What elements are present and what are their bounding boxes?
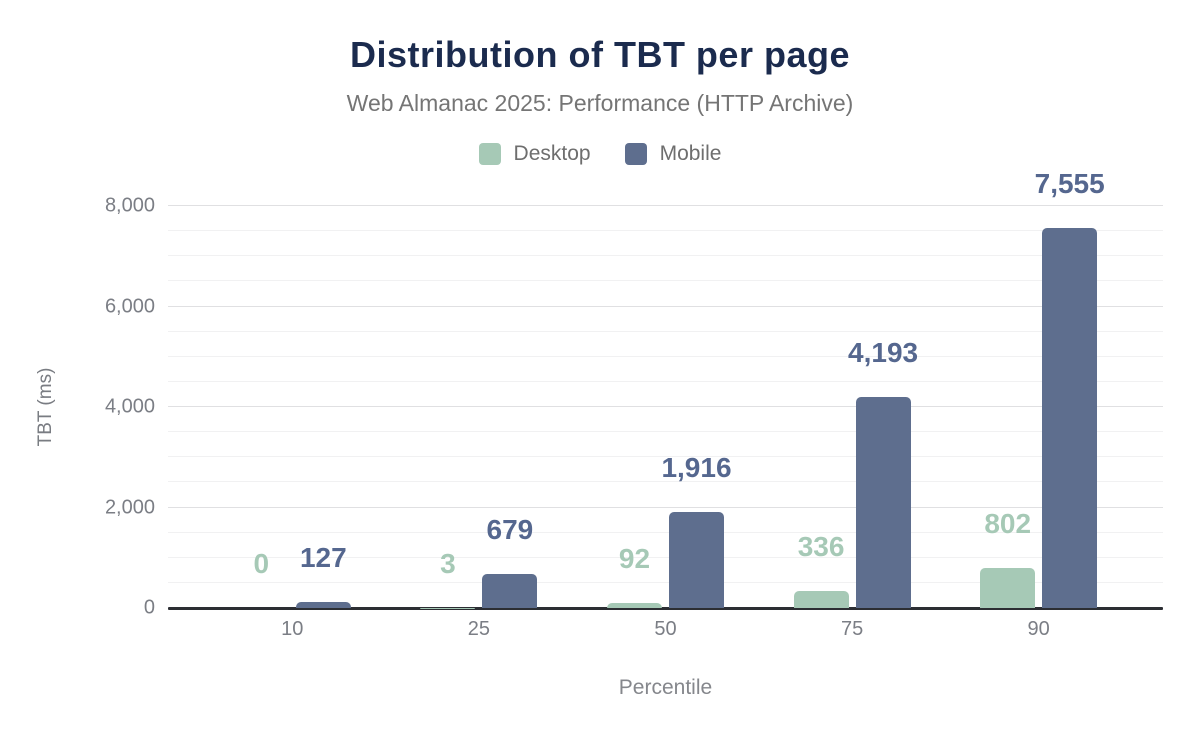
y-tick-label: 8,000 bbox=[104, 194, 155, 217]
bar-group-p50: 92 1,916 bbox=[572, 206, 759, 608]
bar-group-p25: 3 679 bbox=[386, 206, 573, 608]
y-tick-label: 6,000 bbox=[104, 295, 155, 317]
minor-gridline bbox=[168, 230, 1163, 232]
mobile-bar-p50[interactable]: 1,916 bbox=[661, 453, 732, 608]
chart-subtitle: Web Almanac 2025: Performance (HTTP Arch… bbox=[346, 90, 854, 116]
major-gridline bbox=[168, 205, 1163, 206]
x-tick-label: 75 bbox=[840, 618, 864, 640]
mobile-value-label: 4,193 bbox=[848, 337, 919, 369]
mobile-value-label: 679 bbox=[486, 513, 534, 545]
minor-gridline bbox=[168, 581, 1163, 583]
mobile-value-label: 127 bbox=[299, 541, 347, 573]
minor-gridline bbox=[168, 556, 1163, 558]
bar-group-p10: 0 127 bbox=[199, 206, 386, 608]
desktop-value-label: 92 bbox=[618, 543, 651, 575]
minor-gridline bbox=[168, 431, 1163, 433]
mobile-value-label: 7,555 bbox=[1034, 168, 1105, 200]
minor-gridline bbox=[168, 380, 1163, 382]
mobile-bar-p25[interactable]: 679 bbox=[482, 515, 538, 608]
mobile-value-label: 1,916 bbox=[661, 451, 732, 483]
x-tick-label: 25 bbox=[467, 618, 491, 640]
minor-gridline bbox=[168, 280, 1163, 282]
legend: Desktop Mobile bbox=[0, 142, 1200, 166]
desktop-value-label: 0 bbox=[253, 548, 270, 579]
minor-gridline bbox=[168, 456, 1163, 458]
desktop-value-label: 3 bbox=[440, 547, 456, 579]
x-tick-label: 50 bbox=[654, 618, 677, 640]
desktop-value-label: 336 bbox=[797, 531, 845, 563]
bar-group-p90: 802 7,555 bbox=[945, 170, 1132, 608]
desktop-bar-p75[interactable]: 336 bbox=[793, 533, 849, 608]
minor-gridline bbox=[168, 355, 1163, 357]
x-axis-title: Percentile bbox=[618, 676, 713, 699]
mobile-swatch-icon bbox=[624, 143, 647, 165]
plot-area: 0 127 3 679 92 1,916 336 4,193 802 7,555 bbox=[168, 170, 1163, 610]
mobile-bar-p10[interactable]: 127 bbox=[295, 543, 351, 608]
desktop-bar-p90[interactable]: 802 bbox=[980, 509, 1036, 608]
minor-gridline bbox=[168, 255, 1163, 257]
desktop-value-label: 802 bbox=[984, 507, 1032, 539]
y-tick-label: 0 bbox=[143, 596, 155, 619]
mobile-bar-p90[interactable]: 7,555 bbox=[1035, 170, 1105, 608]
major-gridline bbox=[168, 506, 1163, 508]
minor-gridline bbox=[168, 330, 1163, 332]
y-tick-label: 2,000 bbox=[104, 496, 155, 518]
legend-item-desktop[interactable]: Desktop bbox=[478, 142, 591, 166]
desktop-swatch-icon bbox=[478, 143, 501, 165]
major-gridline bbox=[168, 406, 1163, 407]
x-axis-line bbox=[168, 607, 1163, 610]
bar-groups: 0 127 3 679 92 1,916 336 4,193 802 7,555 bbox=[168, 170, 1163, 608]
legend-label-mobile: Mobile bbox=[659, 142, 722, 165]
y-tick-label: 4,000 bbox=[104, 395, 155, 418]
x-tick-label: 10 bbox=[281, 618, 304, 640]
x-axis-ticks: 10 25 50 75 90 bbox=[199, 618, 1132, 641]
major-gridline bbox=[168, 305, 1163, 307]
x-tick-label: 90 bbox=[1027, 618, 1050, 640]
minor-gridline bbox=[168, 481, 1163, 483]
legend-label-desktop: Desktop bbox=[513, 142, 591, 165]
desktop-bar-p50[interactable]: 92 bbox=[606, 545, 662, 608]
legend-item-mobile[interactable]: Mobile bbox=[624, 142, 722, 166]
chart-title: Distribution of TBT per page bbox=[350, 34, 850, 75]
minor-gridline bbox=[168, 531, 1163, 533]
bar-group-p75: 336 4,193 bbox=[759, 206, 946, 608]
mobile-bar-p75[interactable]: 4,193 bbox=[848, 339, 918, 608]
